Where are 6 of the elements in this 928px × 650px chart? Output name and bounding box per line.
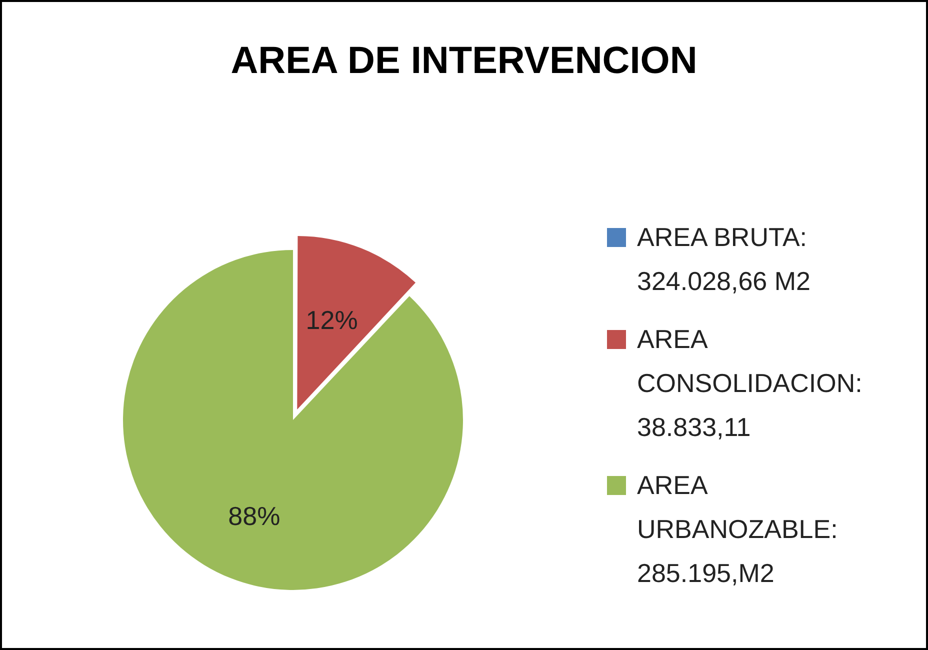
legend-label: AREA BRUTA: 324.028,66 M2 [637, 222, 810, 296]
chart-title: AREA DE INTERVENCION [230, 40, 698, 83]
data-label: 88% [228, 501, 280, 532]
data-label: 12% [306, 305, 358, 336]
legend-label: AREA URBANOZABLE: 285.195,M2 [637, 470, 838, 588]
legend-label: AREA CONSOLIDACION: 38.833,11 [637, 324, 862, 442]
